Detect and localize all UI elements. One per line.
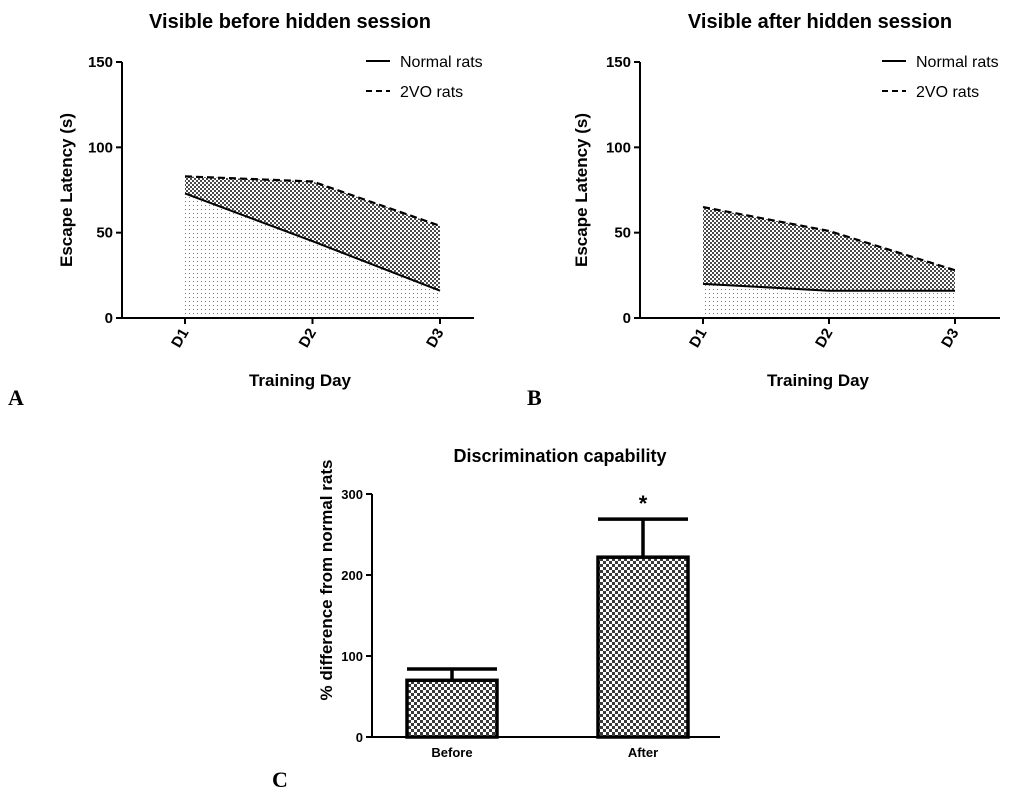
panel-c-xtick-label: After [628, 745, 658, 760]
panel-a-legend-label: 2VO rats [400, 84, 463, 101]
panel-c-ylabel: % difference from normal rats [317, 460, 336, 701]
panel-b-title: Visible after hidden session [688, 11, 952, 33]
panel-c-ytick-label: 0 [356, 730, 363, 745]
panel-b-xtick-label: D3 [938, 326, 962, 351]
panel-b-area-normal [703, 283, 955, 318]
panel-b-line-normal [702, 282, 955, 292]
panel-c-ytick-label: 300 [341, 487, 363, 502]
panel-c-bar-before [405, 678, 499, 739]
panel-a-ytick-label: 100 [88, 139, 113, 156]
panel-a-area-2vo [185, 176, 440, 291]
panel-b-legend-label: Normal rats [916, 54, 999, 71]
panel-a-line-normal [184, 192, 441, 292]
panel-a-xtick-label: D2 [296, 326, 320, 351]
panel-b-ytick-label: 0 [623, 310, 631, 327]
panel-b-area-2vo [703, 207, 955, 291]
panel-c-title: Discrimination capability [453, 446, 666, 466]
panel-a-xtick-label: D1 [168, 326, 192, 351]
panel-c-chart: Discrimination capability % difference f… [272, 446, 720, 792]
panel-c-letter: C [272, 767, 288, 792]
panel-c-significance: * [639, 491, 648, 516]
panel-c-ytick-label: 200 [341, 568, 363, 583]
panel-c-plot: Before After * 0 100 200 300 [341, 487, 720, 760]
panel-a-line-2vo [184, 175, 441, 227]
panel-b-xtick-label: D2 [812, 326, 836, 351]
panel-a-ylabel: Escape Latency (s) [57, 113, 76, 267]
panel-b-ytick-label: 50 [614, 225, 631, 242]
panel-b-ytick-label: 100 [606, 139, 631, 156]
panel-a-legend-label: Normal rats [400, 54, 483, 71]
panel-a-area-normal [185, 193, 440, 318]
panel-a-chart: Visible before hidden session Escape Lat… [8, 11, 483, 410]
panel-b-xlabel: Training Day [767, 371, 870, 390]
panel-b-chart: Visible after hidden session Escape Late… [527, 11, 1000, 410]
panel-a-ytick-label: 50 [96, 225, 113, 242]
panel-a-ytick-label: 0 [105, 310, 113, 327]
panel-b-letter: B [527, 385, 542, 410]
panel-b-xtick-label: D1 [686, 326, 710, 351]
panel-a-ytick-label: 150 [88, 54, 113, 71]
panel-b-ytick-label: 150 [606, 54, 631, 71]
panel-a-letter: A [8, 385, 24, 410]
panel-c-bar-after [596, 555, 690, 739]
panel-b-ylabel: Escape Latency (s) [572, 113, 591, 267]
panel-a-plot: 0 50 100 150 D1 D2 D3 Normal rats 2VO rats [88, 54, 483, 351]
panel-c-ytick-label: 100 [341, 649, 363, 664]
panel-b-plot: 0 50 100 150 D1 D2 D3 Normal rats 2VO rats [606, 54, 1000, 351]
panel-a-title: Visible before hidden session [149, 11, 431, 33]
panel-b-legend-label: 2VO rats [916, 84, 979, 101]
panel-c-xtick-label: Before [431, 745, 472, 760]
panel-a-xlabel: Training Day [249, 371, 352, 390]
panel-a-xtick-label: D3 [423, 326, 447, 351]
